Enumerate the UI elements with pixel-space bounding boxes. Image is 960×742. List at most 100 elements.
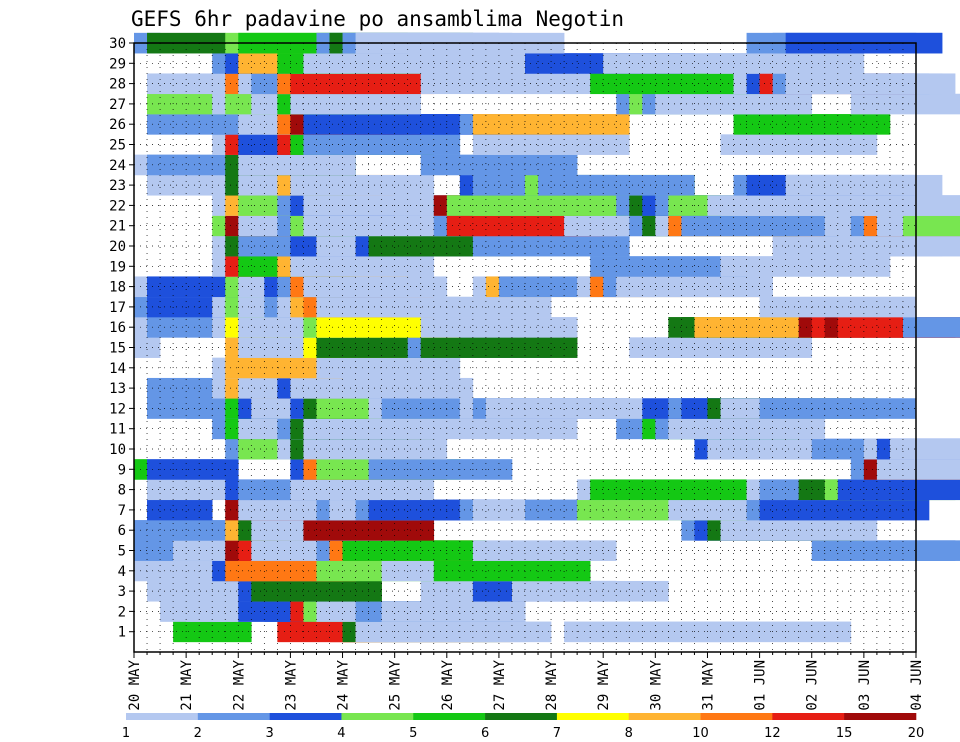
colorbar-swatch xyxy=(772,713,845,720)
y-tick-label: 27 xyxy=(109,97,126,113)
heatmap-cell xyxy=(316,377,474,399)
y-tick-label: 25 xyxy=(109,138,126,154)
heatmap-cell xyxy=(303,418,448,440)
heatmap-cell xyxy=(603,73,773,95)
x-tick-label: 03 JUN xyxy=(857,660,873,711)
colorbar-label: 20 xyxy=(908,726,925,741)
x-tick-label: 31 MAY xyxy=(700,659,716,710)
y-tick-label: 8 xyxy=(118,483,126,499)
y-tick-label: 21 xyxy=(109,219,126,235)
colorbar-label: 7 xyxy=(553,726,561,741)
heatmap-cell xyxy=(616,276,773,298)
colorbar: 1 2 3 4 5 6 7 8 10 12 15 20 xyxy=(122,713,924,741)
colorbar-label: 1 xyxy=(122,726,130,741)
heatmap-cell xyxy=(681,215,839,237)
heatmap-cell xyxy=(538,174,695,196)
colorbar-swatch xyxy=(269,713,342,720)
x-tick-label: 04 JUN xyxy=(909,660,925,711)
heatmap-cell xyxy=(798,73,956,95)
y-tick-label: 9 xyxy=(118,462,126,478)
heatmap-cell xyxy=(251,580,382,602)
heatmap-cell xyxy=(147,276,239,298)
colorbar-label: 2 xyxy=(194,726,202,741)
y-tick-label: 16 xyxy=(109,320,126,336)
x-tick-label: 27 MAY xyxy=(492,659,508,710)
colorbar-label: 6 xyxy=(481,726,489,741)
heatmap-cell xyxy=(134,337,161,358)
heatmap-cell xyxy=(147,499,213,521)
colorbar-label: 8 xyxy=(625,726,633,741)
x-tick-label: 02 JUN xyxy=(805,660,821,711)
heatmap-cell xyxy=(472,114,630,135)
y-tick-label: 29 xyxy=(109,56,126,72)
x-tick-label: 20 MAY xyxy=(127,659,143,710)
heatmap-cell xyxy=(902,317,960,338)
y-tick-label: 11 xyxy=(109,422,126,438)
y-tick-label: 13 xyxy=(109,381,126,397)
colorbar-swatch xyxy=(197,713,270,720)
heatmap-cell xyxy=(147,459,239,480)
heatmap-cell xyxy=(733,114,891,135)
heatmap-cell xyxy=(147,93,226,115)
heatmap-cell xyxy=(889,438,960,460)
x-axis: 20 MAY 21 MAY 22 MAY 23 MAY 24 MAY 25 MAY 26 M… xyxy=(127,652,925,711)
heatmap-cell xyxy=(472,540,617,561)
y-tick-label: 6 xyxy=(118,523,126,539)
y-tick-label: 22 xyxy=(109,198,126,214)
x-tick-label: 24 MAY xyxy=(336,659,352,710)
colorbar-swatch xyxy=(844,713,917,720)
colorbar-label: 3 xyxy=(265,726,273,741)
heatmap-cell xyxy=(655,337,813,358)
heatmap-cell xyxy=(720,256,891,277)
y-tick-label: 26 xyxy=(109,117,126,133)
y-tick-label: 4 xyxy=(118,564,126,580)
colorbar-swatch xyxy=(413,713,486,720)
y-tick-label: 19 xyxy=(109,259,126,275)
grid-lines xyxy=(134,42,916,652)
heatmap-cell xyxy=(707,53,865,74)
heatmap-cell xyxy=(798,235,960,257)
y-tick-label: 14 xyxy=(109,361,126,377)
x-tick-label: 29 MAY xyxy=(596,659,612,710)
colorbar-label: 5 xyxy=(409,726,417,741)
heatmap-cell xyxy=(238,154,356,176)
y-tick-label: 1 xyxy=(118,625,126,641)
heatmap-cell xyxy=(420,154,578,176)
heatmap-cell xyxy=(837,479,960,501)
heatmap-cell xyxy=(824,540,960,561)
colorbar-label: 4 xyxy=(337,726,345,741)
y-tick-label: 12 xyxy=(109,401,126,417)
y-tick-label: 24 xyxy=(109,158,126,174)
heatmap-cell xyxy=(850,93,960,115)
heatmap-cell xyxy=(316,357,461,379)
heatmap-cell xyxy=(342,540,487,561)
colorbar-swatch xyxy=(341,713,414,720)
x-tick-label: 21 MAY xyxy=(179,659,195,710)
heatmap-cell xyxy=(381,621,552,643)
y-tick-label: 7 xyxy=(118,503,126,519)
y-tick-label: 3 xyxy=(118,584,126,600)
x-tick-label: 23 MAY xyxy=(283,659,299,710)
heatmap-cell xyxy=(759,499,930,521)
heatmap-cell xyxy=(420,337,578,358)
heatmap-cell xyxy=(681,621,852,643)
heatmap-cell xyxy=(902,215,960,237)
colorbar-label: 15 xyxy=(836,726,853,741)
heatmap-cell xyxy=(147,520,239,541)
chart-title: GEFS 6hr padavine po ansamblima Negotin xyxy=(131,7,624,31)
heatmap-cell xyxy=(303,438,448,460)
x-tick-label: 28 MAY xyxy=(544,659,560,710)
y-tick-label: 30 xyxy=(109,36,126,52)
heatmap-cell xyxy=(303,276,448,298)
y-tick-label: 15 xyxy=(109,341,126,357)
y-tick-label: 18 xyxy=(109,280,126,296)
heatmap-cell xyxy=(785,174,943,196)
colorbar-swatch xyxy=(126,713,199,720)
colorbar-label: 10 xyxy=(692,726,709,741)
heatmap-cell xyxy=(147,73,226,95)
y-axis: 1234567891011121314151617181920212223242… xyxy=(109,36,134,641)
y-tick-label: 2 xyxy=(118,604,126,620)
heatmap-cell xyxy=(889,195,960,216)
y-tick-label: 23 xyxy=(109,178,126,194)
x-tick-label: 30 MAY xyxy=(648,659,664,710)
